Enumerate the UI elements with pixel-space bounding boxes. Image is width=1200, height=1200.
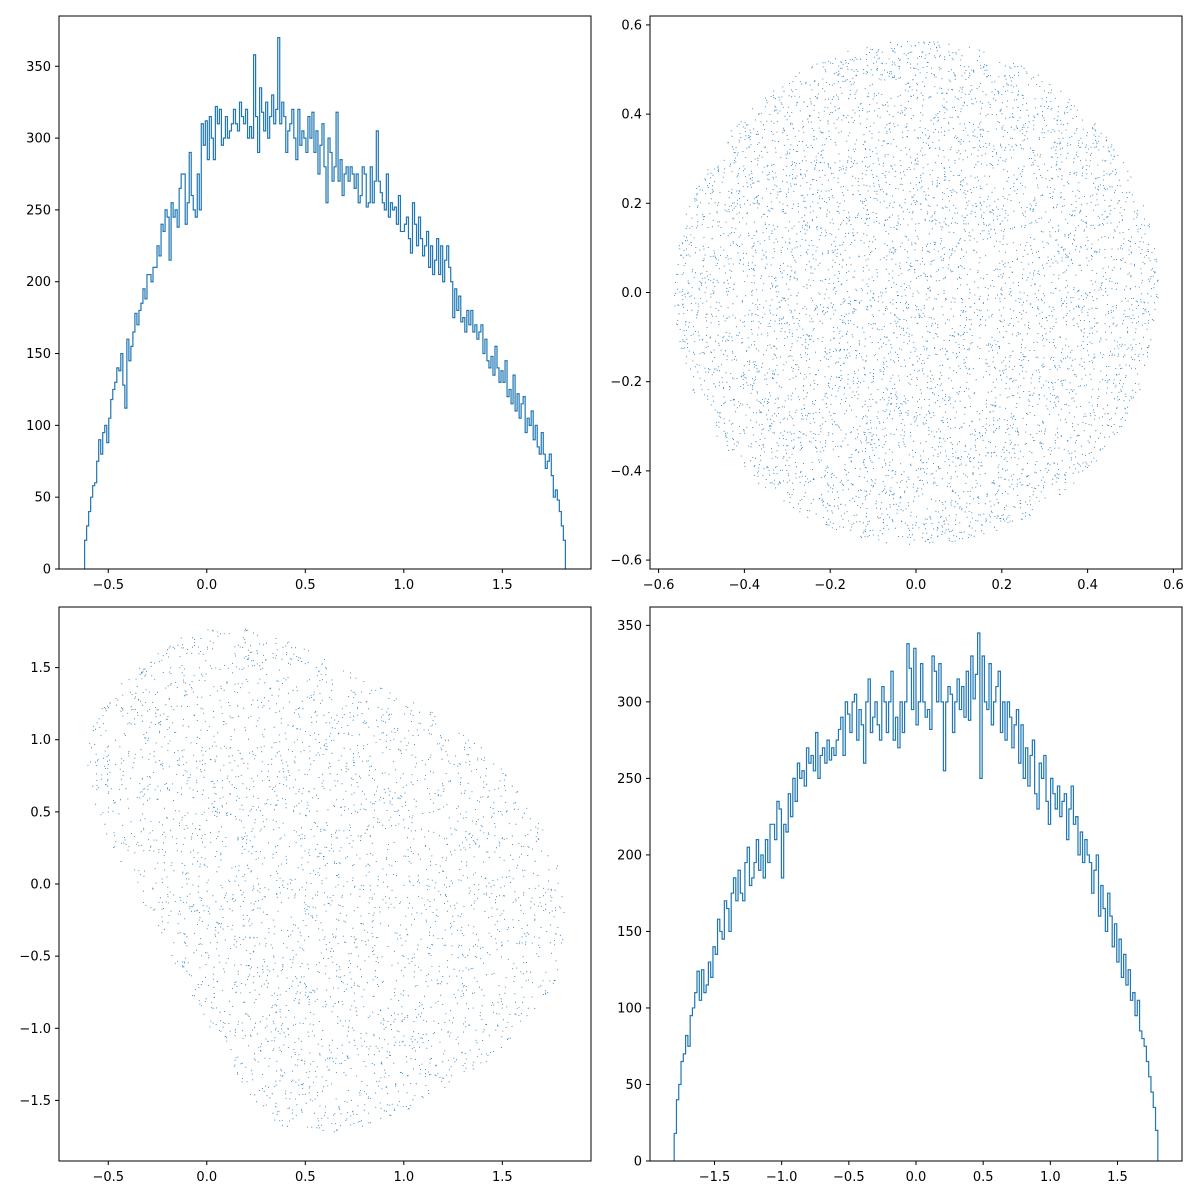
x-tick-label: 0.0 <box>196 578 217 593</box>
x-tick-label: 1.0 <box>393 1170 414 1185</box>
y-tick-label: 100 <box>26 419 51 434</box>
y-tick-label: −0.5 <box>19 950 51 965</box>
y-tick-label: 0.0 <box>30 878 51 893</box>
y-tick-label: 0.4 <box>621 108 642 123</box>
x-tick-label: 0.0 <box>906 1170 927 1185</box>
scatter-points <box>674 41 1159 545</box>
histogram-step-line <box>673 632 1159 1161</box>
x-tick-label: 1.0 <box>393 578 414 593</box>
x-tick-label: 0.5 <box>295 578 316 593</box>
y-tick-label: −0.4 <box>610 464 642 479</box>
y-tick-label: 0.0 <box>621 286 642 301</box>
y-tick-label: 200 <box>26 275 51 290</box>
x-tick-label: 0.5 <box>295 1170 316 1185</box>
bottom-right-histogram-panel: −1.5 −1.0 −0.5 0.0 0.5 1.0 1.5 0 50 100 150 200 250 3… <box>617 606 1183 1185</box>
y-tick-label: −1.5 <box>19 1094 51 1109</box>
bottom-left-scatter-panel: −0.5 0.0 0.5 1.0 1.5 −1.5 −1.0 −0.5 0.0 0.5 1.0 1.5 <box>19 606 592 1185</box>
plot-data <box>87 628 565 1133</box>
y-tick-label: 0.6 <box>621 18 642 33</box>
y-tick-label: −0.6 <box>610 554 642 569</box>
y-tick-label: 1.5 <box>30 661 51 676</box>
top-left-histogram-panel: −0.5 0.0 0.5 1.0 1.5 0 50 100 150 200 250 300 350 <box>26 15 592 593</box>
x-tick-label: 0.4 <box>1077 578 1098 593</box>
y-tick-label: 350 <box>26 60 51 75</box>
x-tick-label: 1.5 <box>492 578 513 593</box>
y-tick-label: 0 <box>43 563 51 578</box>
y-tick-label: 250 <box>617 772 642 787</box>
x-tick-label: 0.6 <box>1163 578 1184 593</box>
x-tick-label: −0.5 <box>92 578 124 593</box>
y-tick-label: −1.0 <box>19 1022 51 1037</box>
axes-frame <box>58 15 592 570</box>
x-tick-label: −1.5 <box>699 1170 731 1185</box>
x-tick-label: 0.0 <box>906 578 927 593</box>
y-tick-label: 300 <box>26 132 51 147</box>
y-tick-label: 200 <box>617 848 642 863</box>
x-tick-label: −0.5 <box>92 1170 124 1185</box>
x-tick-label: 0.0 <box>196 1170 217 1185</box>
x-tick-label: −0.5 <box>833 1170 865 1185</box>
x-tick-label: −0.4 <box>729 578 761 593</box>
y-tick-label: 350 <box>617 619 642 634</box>
plot-data <box>673 632 1159 1161</box>
y-tick-label: 150 <box>26 347 51 362</box>
x-tick-label: 1.5 <box>492 1170 513 1185</box>
x-tick-label: −0.6 <box>643 578 675 593</box>
x-tick-label: 0.5 <box>973 1170 994 1185</box>
y-tick-label: 0 <box>634 1155 642 1170</box>
x-tick-label: −0.2 <box>814 578 846 593</box>
y-tick-label: 300 <box>617 695 642 710</box>
y-tick-label: 150 <box>617 925 642 940</box>
plot-data <box>84 36 566 569</box>
x-tick-label: −1.0 <box>766 1170 798 1185</box>
y-tick-label: 0.5 <box>30 805 51 820</box>
x-tick-label: 1.5 <box>1107 1170 1128 1185</box>
y-tick-label: 50 <box>625 1078 642 1093</box>
y-tick-label: 0.2 <box>621 197 642 212</box>
y-tick-label: 100 <box>617 1001 642 1016</box>
top-right-scatter-panel: −0.6 −0.4 −0.2 0.0 0.2 0.4 0.6 −0.6 −0.4 −0.2 0.0 0… <box>610 15 1184 593</box>
y-tick-label: −0.2 <box>610 375 642 390</box>
x-tick-label: 0.2 <box>991 578 1012 593</box>
histogram-step-line <box>84 36 566 569</box>
axes-frame <box>649 15 1183 570</box>
y-tick-label: 50 <box>34 491 51 506</box>
y-tick-label: 250 <box>26 203 51 218</box>
y-tick-label: 1.0 <box>30 733 51 748</box>
axes-frame <box>58 606 592 1162</box>
x-tick-label: 1.0 <box>1040 1170 1061 1185</box>
plot-data <box>674 41 1159 545</box>
scatter-points <box>87 628 565 1133</box>
